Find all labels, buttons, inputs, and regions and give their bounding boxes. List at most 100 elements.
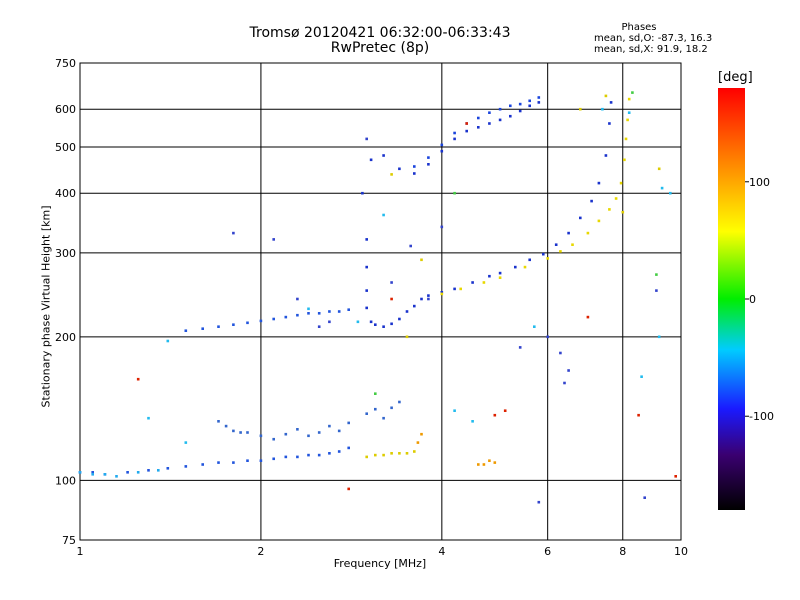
- y-tick-label: 600: [55, 103, 76, 116]
- chart-title: Tromsø 20120421 06:32:00-06:33:43: [249, 25, 511, 41]
- data-point: [390, 322, 393, 326]
- data-point: [488, 459, 491, 462]
- x-tick-label: 4: [438, 545, 445, 558]
- data-point: [657, 335, 661, 339]
- data-point: [317, 431, 321, 434]
- data-point: [347, 487, 350, 491]
- x-tick-label: 6: [544, 545, 551, 558]
- data-point: [382, 453, 385, 457]
- data-point: [307, 307, 310, 311]
- phase-summary-x-mode: mean, sd,X: 91.9, 18.2: [594, 44, 708, 55]
- data-point: [471, 281, 474, 284]
- data-point: [369, 158, 373, 162]
- data-point: [493, 461, 497, 464]
- y-tick-label: 100: [55, 474, 76, 487]
- colorbar-tick-label: 100: [749, 176, 770, 189]
- data-point: [147, 416, 150, 420]
- x-axis-label: Frequency [MHz]: [333, 557, 427, 570]
- data-point: [390, 452, 393, 455]
- x-tick-label: 2: [257, 545, 264, 558]
- data-point: [136, 471, 140, 474]
- data-point: [390, 281, 393, 284]
- data-point: [567, 369, 570, 372]
- data-point: [626, 118, 629, 122]
- data-point: [232, 461, 235, 464]
- data-point: [307, 453, 310, 457]
- data-point: [597, 181, 601, 185]
- y-tick-label: 75: [62, 534, 76, 547]
- data-point: [427, 297, 430, 301]
- data-point: [528, 104, 531, 108]
- data-point: [488, 274, 491, 278]
- x-tick-label: 8: [619, 545, 626, 558]
- data-point: [503, 409, 507, 412]
- data-point: [546, 257, 549, 260]
- data-point: [184, 465, 188, 468]
- data-point: [374, 407, 377, 411]
- data-point: [546, 335, 549, 339]
- data-point: [361, 191, 364, 195]
- phase-summary-o-mode: mean, sd,O: -87.3, 16.3: [594, 33, 713, 44]
- axis-ticks: 1 2 4 6 8 10 75 100 200 300 400 500 600 750: [55, 57, 688, 558]
- data-points: [78, 91, 677, 504]
- data-point: [420, 258, 423, 262]
- data-point: [259, 459, 263, 462]
- data-point: [453, 131, 456, 135]
- data-point: [453, 191, 456, 195]
- data-point: [390, 297, 393, 301]
- data-point: [518, 346, 522, 349]
- data-point: [91, 471, 94, 474]
- colorbar-ticks: 100 0 -100: [745, 176, 774, 423]
- data-point: [365, 265, 368, 269]
- data-point: [533, 325, 536, 328]
- data-point: [440, 225, 444, 229]
- data-point: [579, 107, 582, 111]
- data-point: [440, 143, 444, 147]
- data-point: [398, 167, 401, 171]
- data-point: [660, 186, 664, 190]
- data-point: [614, 197, 618, 200]
- data-point: [528, 258, 531, 262]
- data-point: [272, 238, 275, 241]
- data-point: [498, 107, 502, 111]
- data-point: [184, 441, 188, 444]
- data-point: [337, 450, 341, 453]
- data-point: [498, 271, 502, 275]
- data-point: [365, 455, 368, 459]
- y-tick-label: 200: [55, 331, 76, 344]
- data-point: [627, 111, 631, 114]
- data-point: [528, 99, 531, 103]
- data-point: [91, 473, 94, 476]
- data-point: [523, 265, 527, 269]
- data-point: [217, 461, 220, 464]
- data-point: [284, 455, 288, 459]
- data-point: [232, 323, 235, 326]
- data-point: [337, 310, 341, 313]
- grid-lines: [80, 63, 681, 540]
- data-point: [471, 420, 474, 423]
- data-point: [405, 452, 409, 455]
- data-point: [482, 281, 486, 284]
- data-point: [518, 102, 522, 106]
- data-point: [166, 467, 170, 470]
- data-point: [296, 313, 299, 317]
- data-point: [537, 101, 541, 104]
- data-point: [542, 252, 545, 256]
- data-point: [217, 325, 220, 328]
- data-point: [337, 429, 341, 433]
- data-point: [586, 231, 590, 235]
- data-point: [166, 339, 170, 343]
- data-point: [405, 310, 409, 313]
- data-point: [374, 453, 377, 457]
- data-point: [239, 431, 242, 434]
- data-point: [567, 231, 570, 235]
- data-point: [427, 156, 430, 159]
- data-point: [246, 431, 249, 434]
- data-point: [488, 122, 491, 125]
- phase-summary-heading: Phases: [621, 22, 657, 33]
- data-point: [284, 432, 288, 436]
- data-point: [601, 107, 604, 111]
- data-point: [259, 319, 263, 323]
- data-point: [374, 392, 377, 395]
- data-point: [420, 297, 423, 301]
